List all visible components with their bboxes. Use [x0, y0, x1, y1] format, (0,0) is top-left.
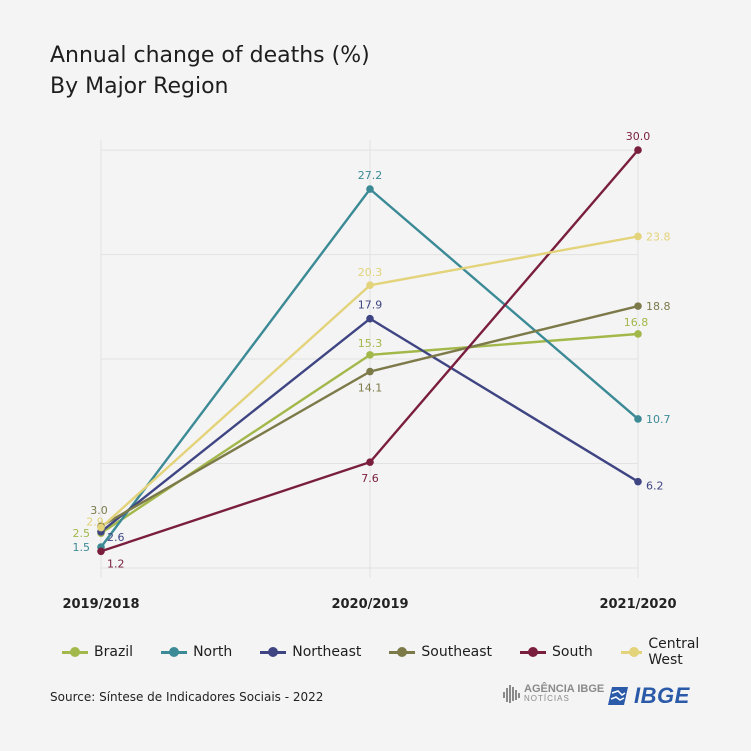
- data-label: 17.9: [358, 299, 383, 312]
- data-label: 30.0: [626, 130, 651, 143]
- agencia-ibge-logo-subtext: NOTÍCIAS: [524, 694, 570, 703]
- data-point: [634, 415, 642, 423]
- data-point: [634, 330, 642, 338]
- source-note: Source: Síntese de Indicadores Sociais -…: [50, 690, 324, 704]
- legend-label: Southeast: [421, 644, 493, 660]
- legend-item: Southeast: [389, 636, 492, 668]
- agencia-ibge-logo-text: AGÊNCIA IBGE: [524, 683, 605, 695]
- legend-item: Northeast: [260, 636, 361, 668]
- data-label: 27.2: [358, 169, 383, 182]
- data-label: 23.8: [646, 230, 671, 243]
- x-tick-label: 2020/2019: [331, 597, 408, 612]
- data-point: [366, 185, 374, 193]
- data-label: 10.7: [646, 413, 671, 426]
- data-label: 3.0: [90, 504, 108, 517]
- data-point: [366, 281, 374, 290]
- data-label: 2.9: [86, 516, 104, 529]
- legend-item: Central West: [620, 636, 723, 668]
- data-label: 14.1: [358, 382, 383, 395]
- legend-swatch: [62, 647, 88, 657]
- data-label: 1.2: [107, 557, 125, 570]
- legend-swatch: [389, 647, 416, 657]
- data-label: 18.8: [646, 300, 671, 313]
- agencia-ibge-mark-icon: [503, 685, 520, 703]
- ibge-logo: IBGE: [606, 683, 690, 709]
- line-chart: 2019/2018 2020/2019 2021/2020 2.5 15.3 16.8 1.…: [62, 130, 676, 612]
- data-point: [366, 314, 374, 323]
- data-point: [97, 547, 105, 556]
- chart-legend: Brazil North Northeast Southeast South Centra…: [62, 636, 751, 668]
- data-point: [366, 367, 374, 376]
- data-label: 2.6: [107, 531, 125, 544]
- ibge-logo-text: IBGE: [634, 683, 690, 708]
- x-tick-label: 2019/2018: [62, 597, 139, 612]
- data-label: 16.8: [624, 316, 649, 329]
- legend-swatch: [161, 647, 188, 657]
- legend-item: North: [161, 636, 232, 668]
- chart-title: Annual change of deaths (%): [50, 43, 370, 68]
- data-label: 1.5: [73, 541, 91, 554]
- data-label: 2.5: [73, 527, 91, 540]
- data-label: 20.3: [358, 266, 383, 279]
- legend-swatch: [260, 647, 287, 657]
- data-label: 7.6: [361, 472, 379, 485]
- data-point: [97, 523, 105, 532]
- chart-subtitle: By Major Region: [50, 74, 229, 99]
- ibge-mark-icon: [608, 687, 628, 705]
- data-point: [634, 477, 642, 486]
- legend-label: North: [193, 644, 233, 660]
- chart-title-block: Annual change of deaths (%) By Major Reg…: [50, 40, 370, 102]
- agencia-ibge-logo: AGÊNCIA IBGE NOTÍCIAS: [502, 684, 604, 704]
- legend-label: Brazil: [94, 644, 134, 660]
- data-point: [634, 146, 642, 154]
- legend-swatch: [620, 647, 643, 657]
- data-label: 15.3: [358, 337, 383, 350]
- legend-label: South: [552, 644, 593, 660]
- legend-swatch: [520, 647, 547, 657]
- data-point: [634, 232, 642, 241]
- x-tick-label: 2021/2020: [599, 597, 676, 612]
- data-point: [366, 458, 374, 466]
- legend-label: Northeast: [292, 644, 362, 660]
- data-point: [634, 302, 642, 310]
- data-label: 6.2: [646, 480, 664, 493]
- data-point: [366, 351, 374, 359]
- legend-item: Brazil: [62, 636, 133, 668]
- legend-label: Central West: [648, 636, 700, 668]
- legend-item: South: [520, 636, 593, 668]
